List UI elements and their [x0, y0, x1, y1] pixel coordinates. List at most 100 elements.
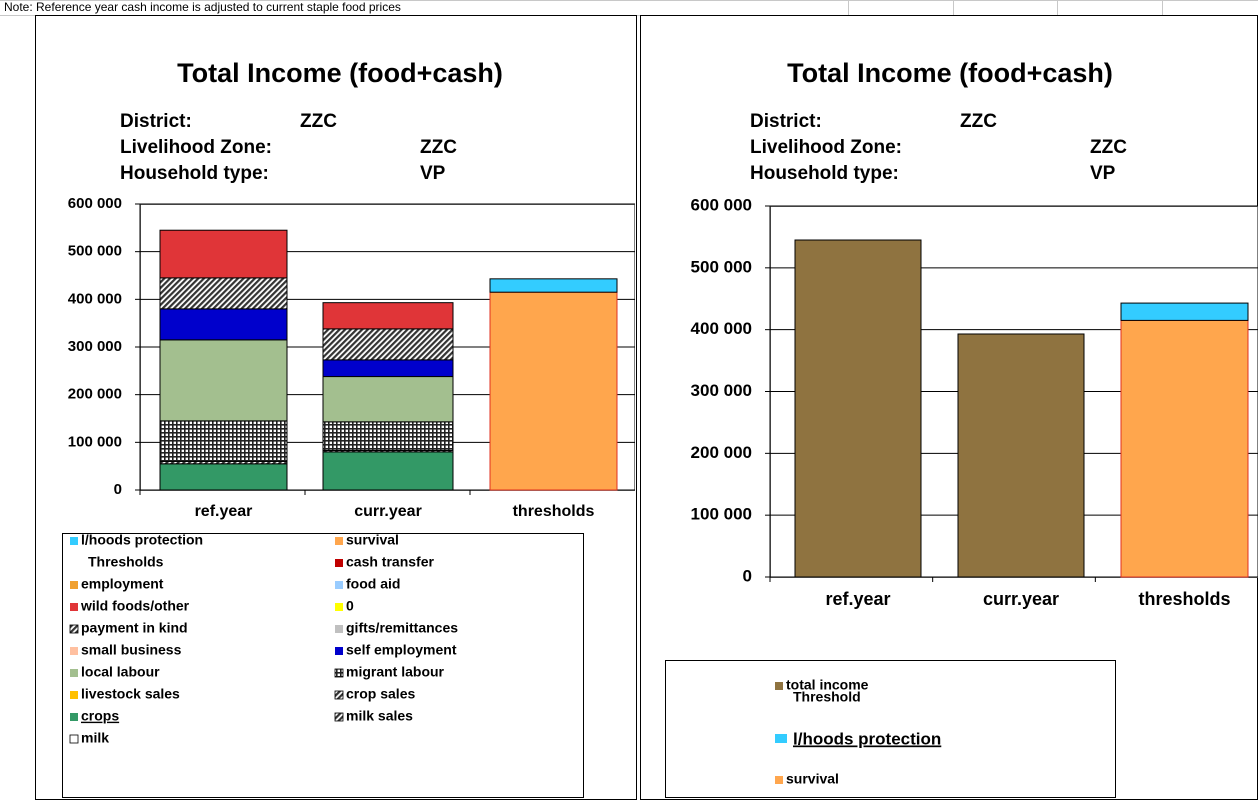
legend-swatch [775, 776, 783, 784]
chart-title: Total Income (food+cash) [177, 58, 503, 88]
legend-swatch [335, 647, 343, 655]
bar-segment [159, 308, 288, 341]
chart-title: Total Income (food+cash) [787, 58, 1113, 88]
legend-swatch [69, 624, 79, 634]
legend-swatch [70, 713, 78, 721]
legend-swatch [334, 668, 344, 678]
legend-swatch [335, 559, 343, 567]
y-tick-label: 500 000 [691, 257, 752, 276]
legend-swatch [70, 537, 78, 545]
legend-label: survival [786, 771, 839, 787]
y-tick-label: 100 000 [68, 433, 122, 450]
bar-segment [489, 291, 618, 491]
y-tick-label: 500 000 [68, 243, 122, 260]
header-label: District: [120, 111, 192, 132]
legend-swatch [335, 603, 343, 611]
header-value: VP [1090, 163, 1116, 184]
x-tick-label: thresholds [513, 503, 595, 520]
legend-label: crops [81, 708, 119, 724]
x-tick-label: ref.year [825, 589, 890, 609]
legend-label: migrant labour [346, 664, 445, 680]
legend-label: payment in kind [81, 620, 188, 636]
legend-swatch [335, 537, 343, 545]
legend-swatch [775, 734, 787, 743]
note: Note: Reference year cash income is adju… [4, 0, 401, 14]
legend-label: small business [81, 642, 182, 658]
x-tick-label: curr.year [983, 589, 1059, 609]
legend-swatch [334, 712, 344, 722]
bar-segment [159, 277, 288, 310]
legend-label: l/hoods protection [793, 729, 941, 748]
bar-segment [322, 451, 454, 491]
y-tick-label: 0 [743, 566, 752, 585]
legend-swatch [70, 603, 78, 611]
bar-segment [159, 339, 288, 422]
y-tick-label: 200 000 [691, 443, 752, 462]
bar-segment [159, 229, 288, 279]
chart: Total Income (food+cash) District: ZZC Live… [35, 15, 637, 800]
legend-label: Threshold [793, 689, 861, 705]
legend-swatch [69, 734, 79, 744]
bar-segment [794, 239, 922, 578]
bar-segment [322, 302, 454, 330]
legend-swatch [70, 581, 78, 589]
bar-segment [957, 333, 1085, 578]
header-value: ZZC [420, 137, 457, 158]
legend-swatch [334, 690, 344, 700]
bar-segment [1120, 319, 1249, 578]
header-label: Livelihood Zone: [750, 137, 902, 158]
x-tick-label: ref.year [195, 503, 253, 520]
y-tick-label: 600 000 [691, 195, 752, 214]
legend-label: milk sales [346, 708, 413, 724]
legend-label: gifts/remittances [346, 620, 458, 636]
y-tick-label: 200 000 [68, 386, 122, 403]
chart: Total Income (food+cash) District: ZZC Live… [640, 15, 1258, 800]
y-tick-label: 600 000 [68, 195, 122, 212]
x-tick-label: thresholds [1138, 589, 1230, 609]
legend-label: milk [81, 730, 109, 746]
y-tick-label: 0 [114, 481, 122, 498]
header-label: Household type: [750, 163, 899, 184]
legend-label: cash transfer [346, 554, 434, 570]
y-tick-label: 300 000 [68, 338, 122, 355]
legend-label: wild foods/other [80, 598, 190, 614]
legend-label: Thresholds [88, 554, 164, 570]
bar-segment [322, 328, 454, 361]
legend-label: livestock sales [81, 686, 180, 702]
legend-label: employment [81, 576, 164, 592]
header-label: Livelihood Zone: [120, 137, 272, 158]
legend [665, 660, 1116, 798]
legend-swatch [335, 581, 343, 589]
legend-label: self employment [346, 642, 457, 658]
header-value: ZZC [300, 111, 337, 132]
bar-segment [322, 421, 454, 451]
bar-segment [322, 376, 454, 423]
legend-label: l/hoods protection [81, 532, 203, 548]
legend-swatch [335, 625, 343, 633]
legend-label: 0 [346, 598, 354, 614]
y-tick-label: 400 000 [68, 290, 122, 307]
legend-label: survival [346, 532, 399, 548]
header-value: VP [420, 163, 446, 184]
bar-segment [489, 278, 618, 293]
legend-swatch [70, 691, 78, 699]
legend-label: crop sales [346, 686, 415, 702]
legend [62, 533, 584, 798]
header-label: District: [750, 111, 822, 132]
y-tick-label: 100 000 [691, 505, 752, 524]
header-label: Household type: [120, 163, 269, 184]
bar-segment [1120, 302, 1249, 321]
legend-swatch [70, 647, 78, 655]
legend-swatch [70, 669, 78, 677]
bar-segment [322, 359, 454, 378]
legend-swatch [775, 682, 783, 690]
header-value: ZZC [960, 111, 997, 132]
y-tick-label: 300 000 [691, 381, 752, 400]
y-tick-label: 400 000 [691, 319, 752, 338]
legend-label: local labour [81, 664, 160, 680]
header-value: ZZC [1090, 137, 1127, 158]
legend-label: food aid [346, 576, 400, 592]
x-tick-label: curr.year [354, 503, 422, 520]
legend-label: total income [786, 677, 869, 693]
